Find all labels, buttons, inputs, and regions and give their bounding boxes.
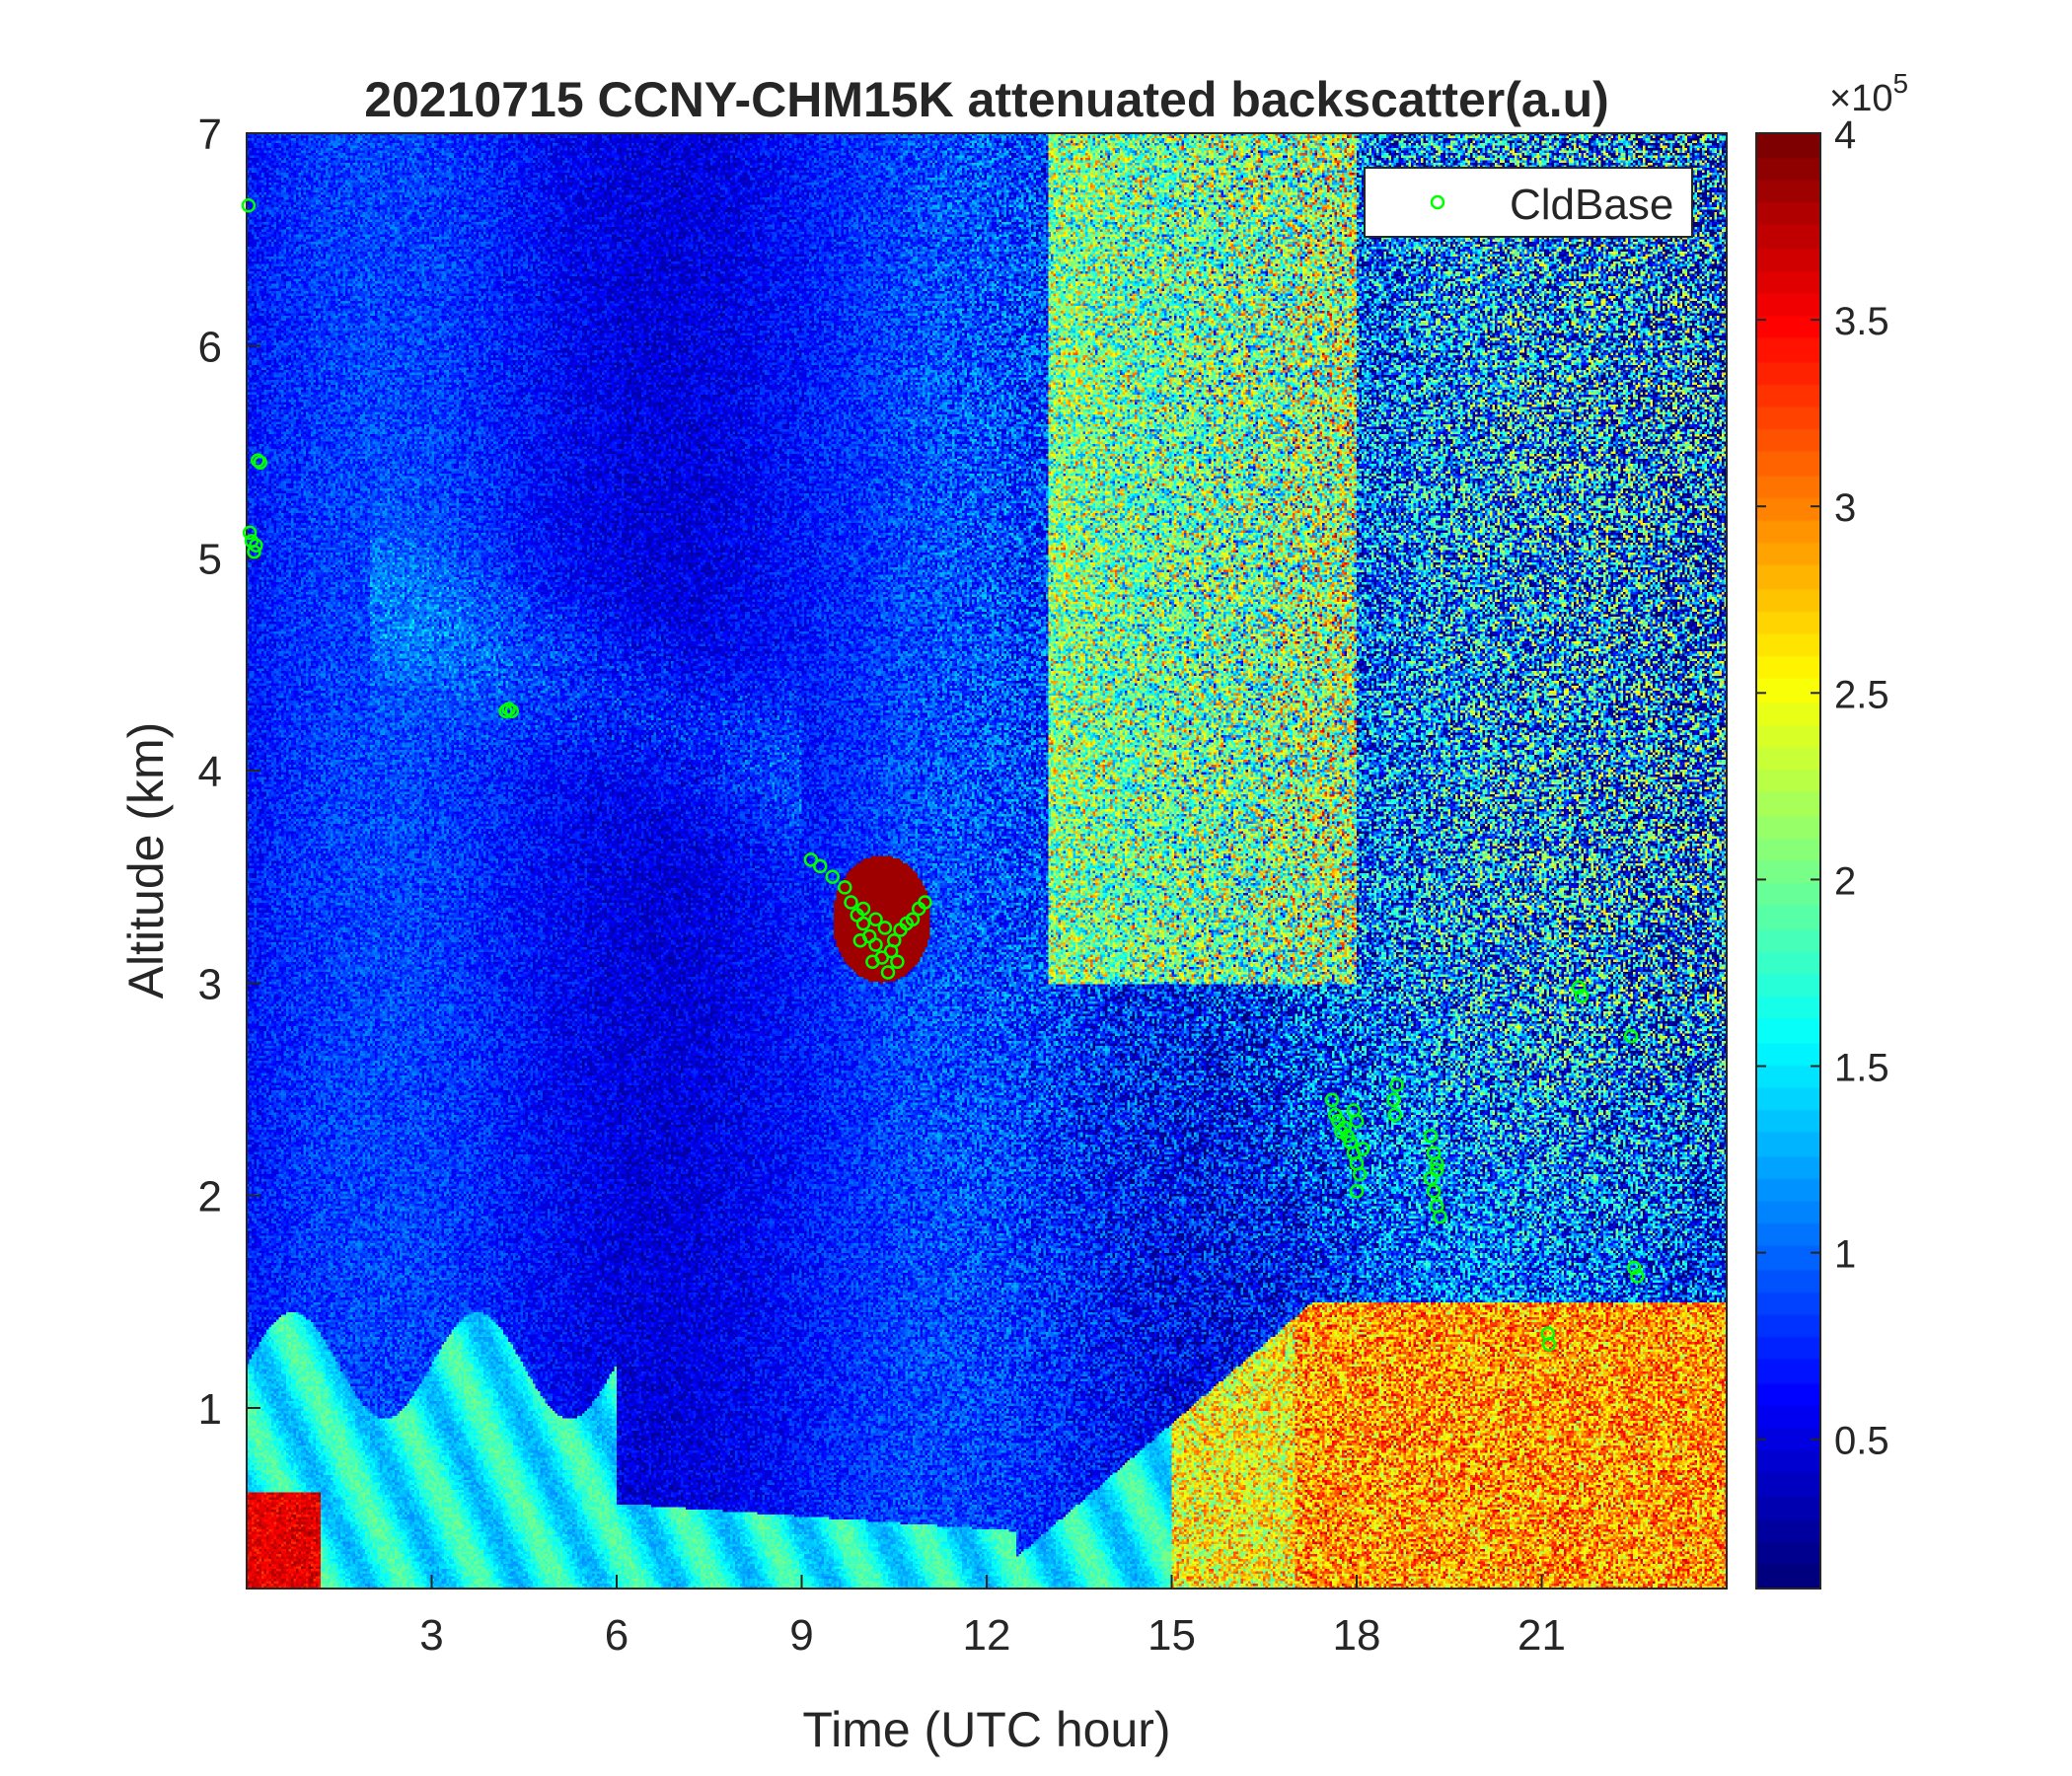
cldbase-point (1630, 1269, 1645, 1284)
x-axis: 3 6 9 12 15 18 21 (419, 1575, 1566, 1660)
cldbase-point (1541, 1337, 1557, 1352)
y-axis-label: Altitude (km) (118, 722, 174, 999)
cldbase-point (1627, 1260, 1642, 1276)
cldbase-point (1433, 1209, 1447, 1224)
colorbar-exponent-base: ×10 (1829, 78, 1892, 119)
colorbar-exponent-power: 5 (1892, 68, 1908, 99)
legend-label-cldbase: CldBase (1510, 181, 1673, 229)
y-tick-label: 3 (198, 960, 222, 1008)
cldbase-point (1571, 980, 1587, 995)
legend: CldBase (1364, 167, 1693, 238)
cldbase-point (1324, 1092, 1340, 1107)
cldbase-point (1349, 1184, 1365, 1199)
colorbar-tick-label: 2.5 (1834, 673, 1889, 716)
cldbase-point (1623, 1028, 1639, 1044)
colorbar (1756, 133, 1820, 1589)
y-tick-label: 4 (198, 748, 222, 796)
cldbase-point (887, 932, 902, 948)
y-tick-label: 1 (198, 1385, 222, 1434)
y-tick-label: 5 (198, 536, 222, 584)
cldbase-point (251, 453, 265, 468)
cldbase-point (852, 932, 868, 948)
cldbase-point (247, 544, 261, 559)
cldbase-point (1426, 1184, 1442, 1199)
chart-title: 20210715 CCNY-CHM15K attenuated backscat… (364, 72, 1609, 127)
cldbase-point (1386, 1092, 1401, 1107)
cldbase-point (1430, 1162, 1444, 1178)
y-axis: 1 2 3 4 5 6 7 (198, 111, 260, 1434)
x-tick-label: 18 (1333, 1611, 1381, 1660)
cldbase-point (242, 525, 258, 541)
cldbase-point (813, 858, 828, 874)
legend-marker-cldbase (1430, 194, 1445, 210)
cldbase-point (1337, 1120, 1352, 1135)
colorbar-tick-label: 3 (1834, 486, 1856, 530)
cldbase-point (803, 852, 819, 867)
cldbase-point (844, 895, 858, 910)
x-tick-label: 12 (963, 1611, 1011, 1660)
colorbar-tick-label: 3.5 (1834, 300, 1889, 343)
cldbase-point (1356, 1142, 1370, 1156)
cldbase-point (838, 880, 852, 895)
cldbase-point (253, 455, 267, 471)
cldbase-point (855, 916, 871, 931)
legend-box (1364, 167, 1693, 238)
cldbase-point (865, 954, 880, 970)
colorbar-exponent: ×105 (1829, 68, 1908, 119)
cldbase-point (918, 895, 932, 910)
colorbar-tick-label: 0.5 (1834, 1420, 1889, 1463)
cldbase-point (1423, 1129, 1439, 1144)
cldbase-point (880, 965, 896, 980)
y-tick-label: 2 (198, 1173, 222, 1221)
cldbase-point (868, 937, 883, 952)
cldbase-point (241, 197, 257, 213)
y-tick-label: 7 (198, 111, 222, 159)
cldbase-point (1387, 1107, 1402, 1123)
cldbase-point (1389, 1077, 1404, 1092)
plot-frame (246, 132, 1728, 1590)
x-tick-label: 3 (419, 1611, 443, 1660)
x-axis-label: Time (UTC hour) (802, 1702, 1170, 1757)
colorbar-axis: 0.5 1 1.5 2 2.5 3 3.5 4 (1756, 113, 1889, 1463)
cldbase-point (890, 954, 905, 970)
cldbase-point (868, 912, 883, 926)
colorbar-tick-label: 4 (1834, 113, 1856, 157)
colorbar-frame (1755, 132, 1821, 1590)
x-tick-label: 15 (1147, 1611, 1196, 1660)
x-tick-label: 9 (789, 1611, 813, 1660)
cldbase-point (905, 912, 921, 926)
cldbase-point (504, 703, 519, 718)
cldbase-point (1430, 1156, 1444, 1171)
x-tick-label: 21 (1517, 1611, 1566, 1660)
cldbase-point (1574, 988, 1590, 1003)
cldbase-point (1352, 1166, 1368, 1182)
backscatter-heatmap (247, 133, 1727, 1589)
colorbar-tick-label: 1 (1834, 1233, 1856, 1277)
colorbar-tick-label: 2 (1834, 859, 1856, 903)
cldbase-series (241, 197, 1645, 1352)
cldbase-point (855, 901, 871, 917)
x-tick-label: 6 (605, 1611, 629, 1660)
y-tick-label: 6 (198, 323, 222, 371)
cldbase-point (825, 869, 840, 884)
cldbase-point (249, 538, 263, 553)
colorbar-tick-label: 1.5 (1834, 1047, 1889, 1090)
cldbase-point (877, 921, 893, 935)
cldbase-point (1346, 1103, 1362, 1118)
